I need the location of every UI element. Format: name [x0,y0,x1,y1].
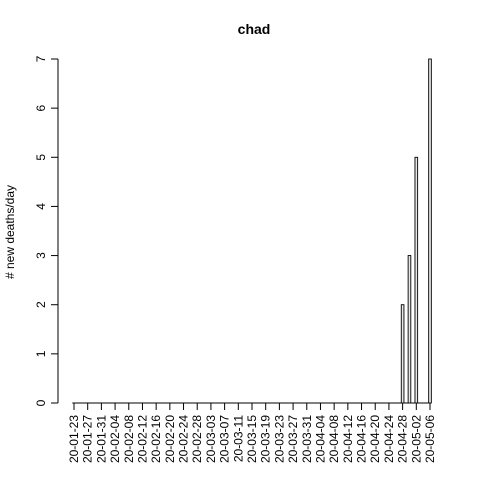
x-tick-label: 20-01-23 [67,415,81,463]
y-axis: 0 1 2 3 4 5 6 7 [34,55,59,406]
x-tick-label: 20-04-16 [355,415,369,463]
y-tick-label: 0 [34,399,48,406]
x-tick-label: 20-05-02 [409,415,423,463]
x-tick-label: 20-04-20 [368,415,382,463]
x-tick-label: 20-01-31 [94,415,108,463]
x-tick-label: 20-04-08 [327,415,341,463]
chart-title: chad [238,21,271,37]
y-tick-label: 5 [34,154,48,161]
x-tick-label: 20-02-12 [135,415,149,463]
x-tick-label: 20-02-20 [163,415,177,463]
x-tick-label: 20-03-27 [286,415,300,463]
bar [407,255,412,404]
x-tick-label: 20-02-28 [190,415,204,463]
x-tick-label: 20-03-31 [300,415,314,463]
x-tick-label: 20-05-06 [423,415,437,463]
y-tick-label: 6 [34,104,48,111]
x-axis: 20-01-23 20-01-27 20-01-31 20-02-04 20-02-08… [67,402,437,463]
bar [428,58,432,404]
x-tick-label: 20-03-19 [259,415,273,463]
bar [414,156,419,404]
x-tick-label: 20-01-27 [81,415,95,463]
y-tick-label: 3 [34,252,48,259]
x-tick-label: 20-03-07 [218,415,232,463]
bars-group [72,58,432,404]
x-tick-label: 20-02-16 [149,415,163,463]
x-tick-label: 20-02-08 [122,415,136,463]
x-tick-label: 20-04-12 [341,415,355,463]
x-tick-label: 20-04-28 [396,415,410,463]
x-tick-label: 20-02-04 [108,415,122,463]
x-tick-label: 20-03-11 [231,415,245,462]
y-tick-label: 4 [34,203,48,210]
y-tick-label: 7 [34,55,48,62]
y-axis-label: # new deaths/day [3,185,17,279]
x-tick-label: 20-04-24 [382,415,396,463]
x-tick-label: 20-04-04 [313,415,327,463]
x-tick-label: 20-03-03 [204,415,218,463]
y-tick-label: 2 [34,301,48,308]
x-tick-label: 20-03-23 [272,415,286,463]
x-tick-label: 20-02-24 [177,415,191,463]
y-tick-label: 1 [34,350,48,357]
bar [400,304,405,404]
x-tick-label: 20-03-15 [245,415,259,463]
